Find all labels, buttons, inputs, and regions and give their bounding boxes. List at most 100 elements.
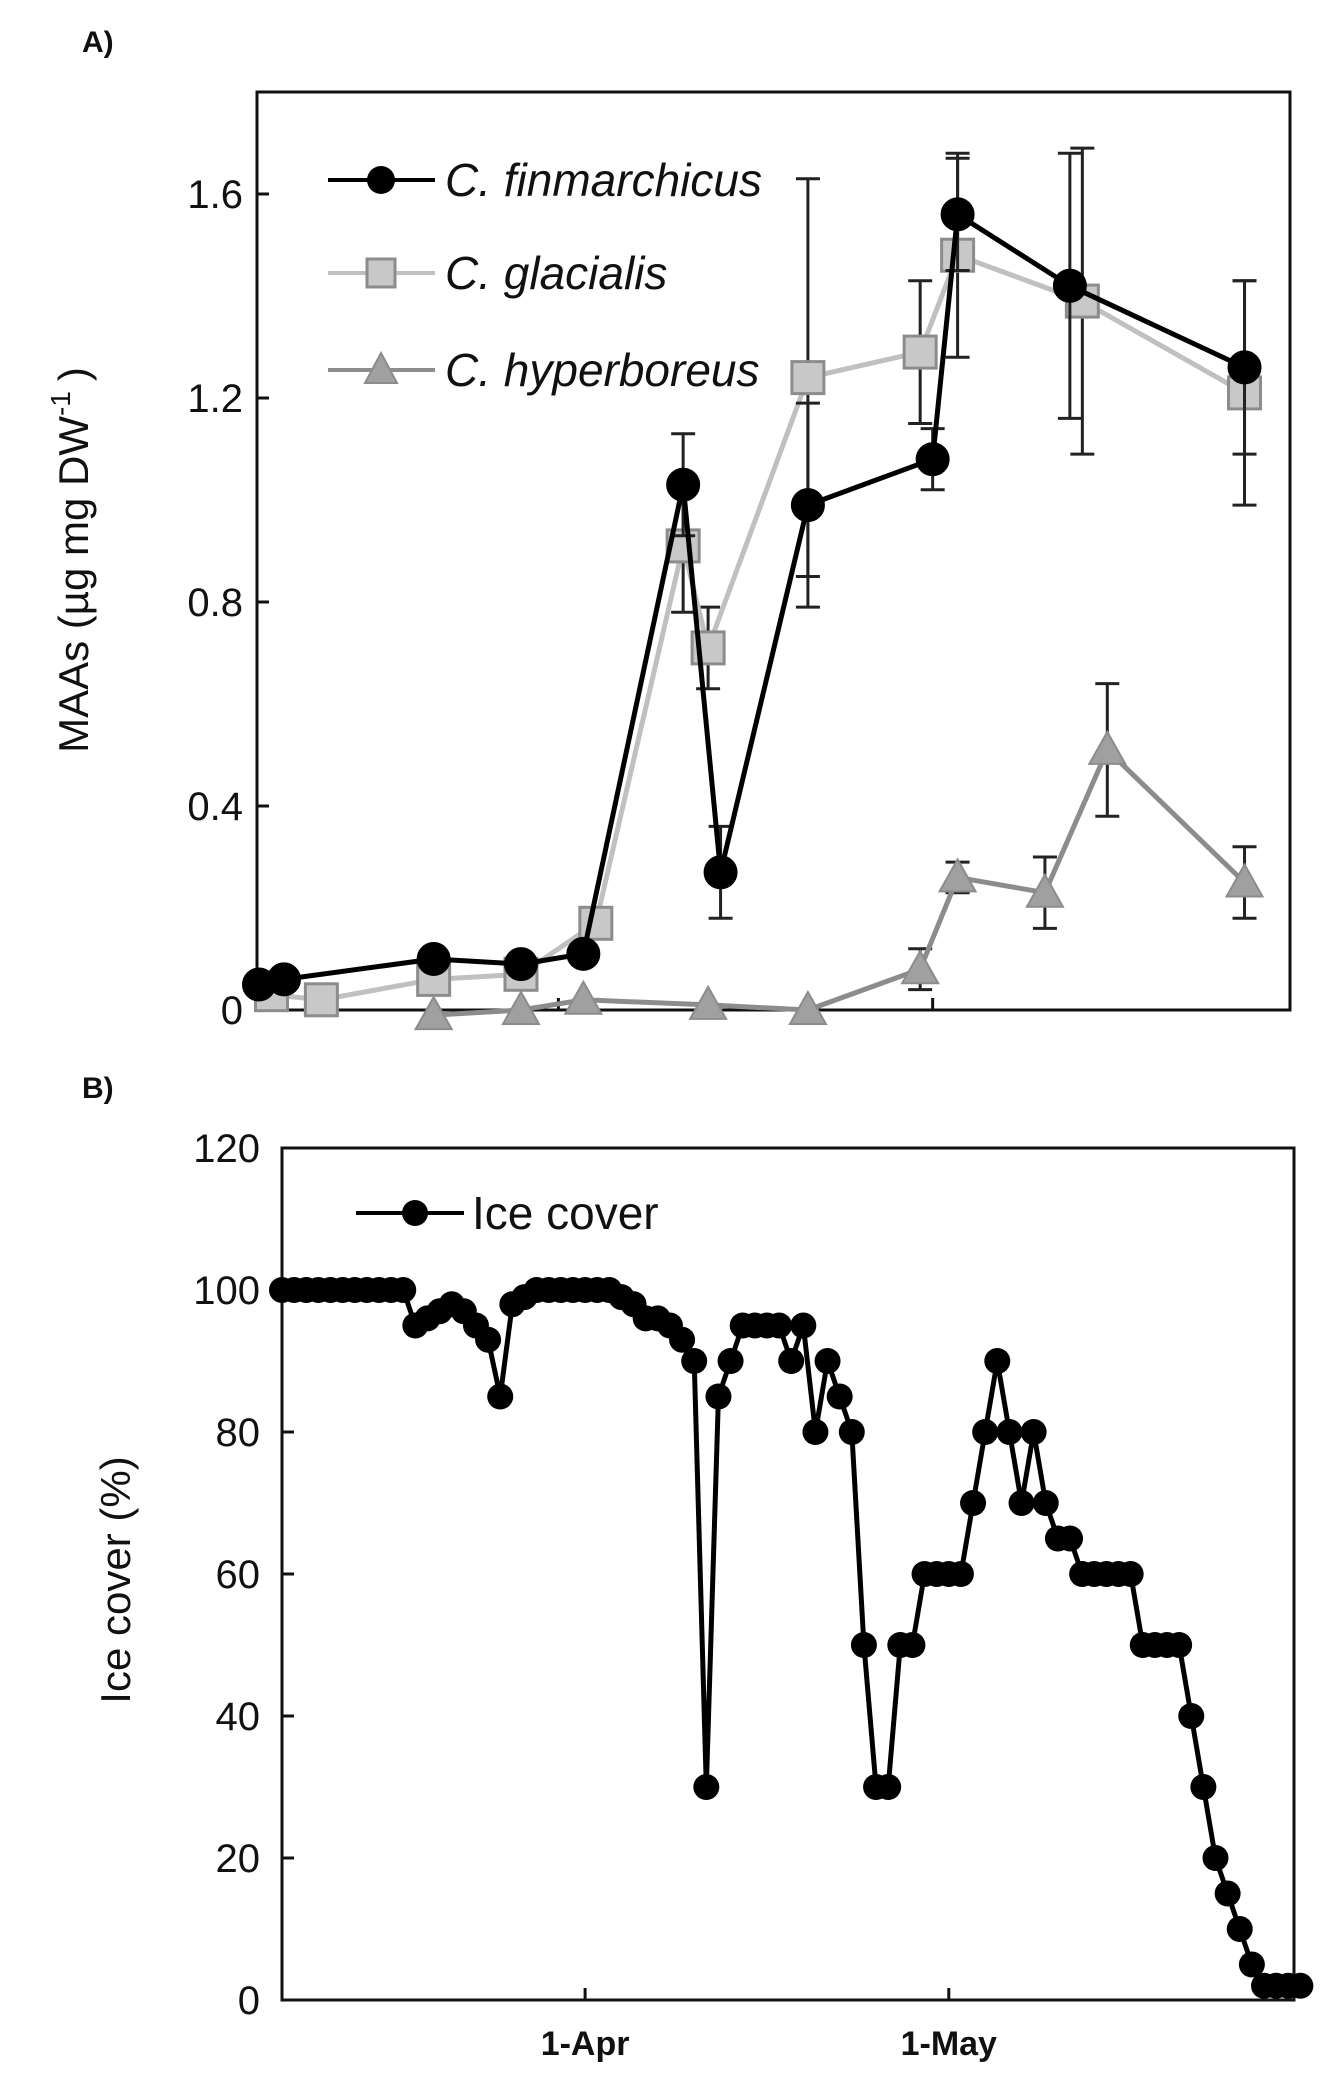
legend-label-ice-cover: Ice cover	[472, 1187, 659, 1239]
data-point-ice-cover-37	[717, 1348, 744, 1374]
data-point-cglacialis-4	[578, 905, 614, 941]
data-point-cglacialis-8	[902, 334, 938, 370]
legend-label-hyperboreus: C. hyperboreus	[445, 344, 760, 396]
data-point-ice-cover-18	[487, 1383, 514, 1410]
data-point-ice-cover-60	[996, 1419, 1023, 1445]
panel-a: A) 0 0.4 0.8 1.2 1.6 MAAs (µg mg DW-1) C. fi…	[45, 26, 1292, 1033]
data-point-ice-cover-45	[814, 1348, 841, 1374]
data-point-cfinmarchicus-6	[703, 855, 738, 890]
data-point-ice-cover-84	[1287, 1972, 1314, 1999]
panel-a-y-tick-label-3: 1.2	[187, 377, 243, 421]
data-point-chyperboreus-8	[1087, 729, 1128, 765]
panel-b-y-tick-label-2: 40	[216, 1695, 261, 1739]
data-point-ice-cover-41	[766, 1312, 793, 1339]
data-point-chyperboreus-4	[788, 989, 828, 1025]
panel-b-x-tick-label-1: 1-May	[901, 2025, 997, 2063]
panel-a-plot-frame	[255, 90, 1292, 1012]
data-point-ice-cover-65	[1057, 1525, 1084, 1552]
data-point-chyperboreus-3	[688, 984, 728, 1020]
data-point-ice-cover-61	[1008, 1490, 1035, 1516]
legend-marker-glacialis	[365, 257, 397, 289]
data-point-cfinmarchicus-10	[1052, 268, 1087, 303]
panel-b-y-tick-label-6: 120	[193, 1127, 260, 1171]
series-ice-cover	[269, 1277, 1314, 1999]
panel-a-label: A)	[82, 26, 114, 59]
legend-label-finmarchicus: C. finmarchicus	[445, 154, 762, 206]
data-point-ice-cover-59	[984, 1348, 1011, 1374]
data-point-cglacialis-6	[690, 630, 726, 666]
panel-b-y-tick-label-0: 0	[238, 1979, 260, 2023]
panel-a-y-tick-label-2: 0.8	[187, 581, 243, 625]
panel-b-y-axis-label: Ice cover (%)	[92, 1456, 139, 1703]
series-cglacialis	[253, 146, 1263, 1018]
data-point-chyperboreus-9	[1224, 862, 1265, 898]
data-point-ice-cover-42	[778, 1348, 805, 1374]
data-point-chyperboreus-7	[1025, 872, 1065, 908]
panel-b-y-tick-label-3: 60	[216, 1553, 261, 1597]
panel-a-y-tick-label-1: 0.4	[187, 785, 243, 829]
data-point-cglacialis-1	[303, 982, 339, 1018]
data-point-ice-cover-34	[681, 1348, 708, 1374]
panel-b-y-axis: 0 20 40 60 80 100 120	[193, 1127, 294, 2023]
legend-marker-finmarchicus	[367, 166, 395, 194]
data-point-ice-cover-43	[790, 1312, 817, 1339]
data-point-ice-cover-74	[1166, 1632, 1193, 1658]
legend-label-glacialis: C. glacialis	[445, 247, 667, 299]
data-point-cfinmarchicus-2	[416, 942, 451, 976]
data-point-ice-cover-52	[899, 1632, 926, 1658]
data-point-ice-cover-44	[802, 1419, 829, 1445]
panel-a-y-label-close: )	[50, 367, 97, 381]
data-point-cfinmarchicus-4	[566, 936, 601, 971]
data-point-ice-cover-56	[947, 1561, 974, 1587]
panel-b-x-tick-label-0: 1-Apr	[541, 2025, 630, 2063]
data-point-cfinmarchicus-9	[940, 197, 975, 232]
panel-b-series	[269, 1277, 1314, 1999]
panel-a-series	[242, 146, 1265, 1031]
panel-a-y-tick-label-0: 0	[221, 989, 243, 1033]
data-point-ice-cover-80	[1238, 1951, 1265, 1978]
data-point-cfinmarchicus-11	[1227, 350, 1262, 385]
data-point-cfinmarchicus-8	[915, 442, 950, 477]
data-point-ice-cover-50	[875, 1774, 902, 1800]
data-point-cfinmarchicus-5	[666, 467, 701, 502]
legend-marker-ice-cover	[402, 1200, 428, 1226]
data-point-ice-cover-77	[1202, 1845, 1229, 1871]
data-point-cglacialis-7	[790, 360, 826, 396]
series-chyperboreus	[413, 682, 1265, 1031]
series-cfinmarchicus	[242, 151, 1262, 1002]
data-point-ice-cover-57	[960, 1490, 987, 1516]
panel-a-y-axis: 0 0.4 0.8 1.2 1.6	[187, 173, 269, 1033]
data-point-ice-cover-76	[1190, 1774, 1217, 1800]
panel-b-x-axis: 1-Apr 1-May	[541, 1988, 997, 2063]
data-point-chyperboreus-0	[413, 995, 454, 1031]
panel-b-label: B)	[82, 1072, 114, 1105]
panel-b: B) 0 20 40 60 80 100 120 1-Apr 1-May Ice cover …	[82, 1072, 1314, 2063]
data-point-ice-cover-70	[1117, 1561, 1144, 1587]
series-line-chyperboreus	[433, 747, 1247, 1018]
data-point-ice-cover-47	[838, 1419, 865, 1445]
data-point-ice-cover-48	[850, 1632, 877, 1658]
data-point-ice-cover-78	[1214, 1880, 1241, 1907]
panel-a-y-label-main: MAAs (µg mg DW	[50, 416, 97, 753]
panel-a-y-tick-label-4: 1.6	[187, 173, 243, 217]
data-point-ice-cover-36	[705, 1383, 732, 1410]
panel-b-y-tick-label-5: 100	[193, 1269, 260, 1313]
data-point-cfinmarchicus-1	[266, 962, 301, 997]
data-point-chyperboreus-2	[563, 979, 604, 1015]
data-point-ice-cover-33	[669, 1326, 696, 1353]
data-point-ice-cover-17	[475, 1326, 502, 1353]
data-point-chyperboreus-1	[501, 989, 541, 1025]
data-point-ice-cover-35	[693, 1774, 720, 1800]
data-point-chyperboreus-6	[937, 857, 978, 893]
panel-a-legend: C. finmarchicus C. glacialis C. hyperbor…	[328, 154, 762, 396]
panel-a-y-label-superscript: -1	[45, 391, 76, 416]
data-point-ice-cover-58	[972, 1419, 999, 1445]
series-line-cfinmarchicus	[258, 211, 1246, 987]
data-point-ice-cover-63	[1032, 1490, 1059, 1516]
data-point-cfinmarchicus-7	[790, 488, 825, 523]
data-point-chyperboreus-5	[900, 949, 940, 985]
data-point-cfinmarchicus-3	[503, 947, 538, 982]
data-point-ice-cover-75	[1178, 1703, 1205, 1729]
legend-marker-hyperboreus	[363, 350, 399, 384]
